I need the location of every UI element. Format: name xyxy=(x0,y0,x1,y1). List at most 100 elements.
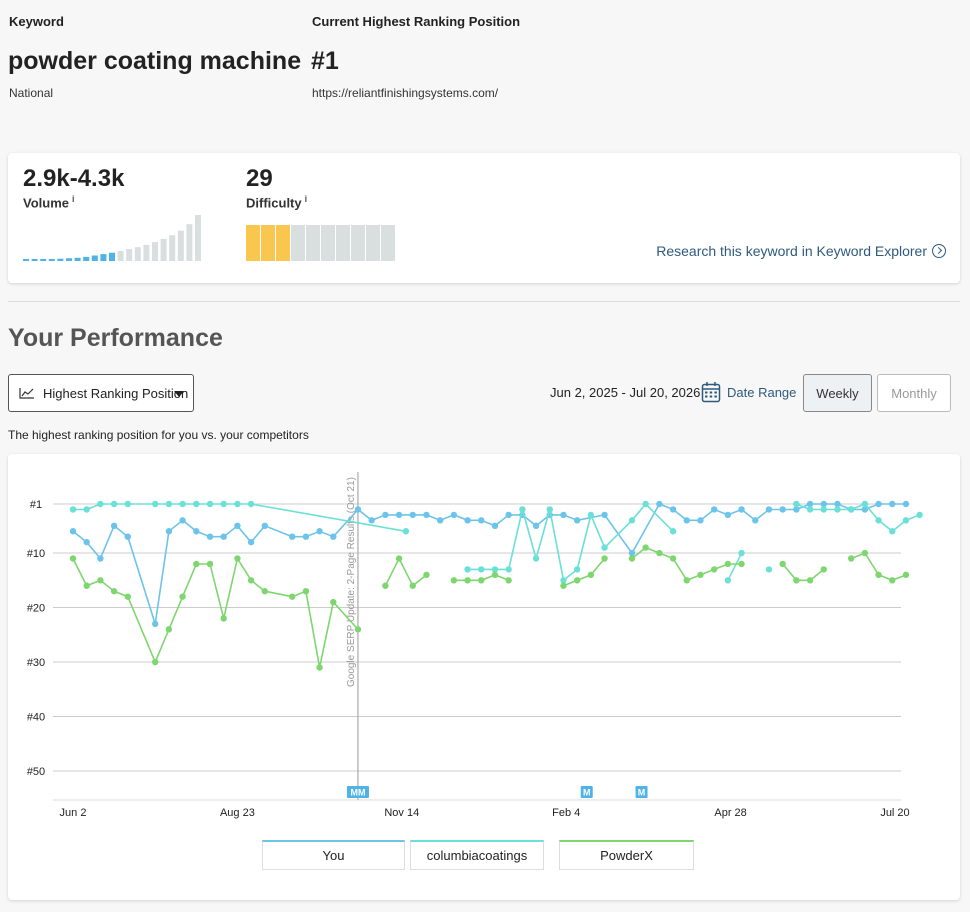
series-point-you xyxy=(601,511,608,519)
series-point-powderx xyxy=(464,577,471,584)
series-point-powderx xyxy=(656,549,663,557)
series-point-you xyxy=(628,549,636,557)
series-point-you xyxy=(220,533,227,540)
series-point-columbiacoatings xyxy=(165,500,173,508)
legend-columbiacoatings[interactable]: columbiacoatings xyxy=(410,840,544,870)
date-range-text: Jun 2, 2025 - Jul 20, 2026 xyxy=(550,385,701,400)
series-point-columbiacoatings xyxy=(601,544,608,551)
series-point-you xyxy=(409,511,416,519)
info-icon[interactable]: i xyxy=(72,194,75,204)
monthly-toggle[interactable]: Monthly xyxy=(877,374,951,412)
series-point-columbiacoatings xyxy=(234,500,241,508)
calendar-icon xyxy=(701,382,721,403)
series-point-powderx xyxy=(710,566,718,573)
series-point-you xyxy=(165,528,173,535)
info-icon[interactable]: i xyxy=(304,194,308,204)
y-tick-label: #1 xyxy=(30,499,42,511)
weekly-toggle[interactable]: Weekly xyxy=(803,374,872,412)
series-point-you xyxy=(206,533,214,540)
difficulty-segment xyxy=(336,225,350,261)
series-point-powderx xyxy=(642,544,649,551)
volume-bar xyxy=(117,250,124,261)
volume-bar xyxy=(152,242,158,261)
difficulty-value: 29 xyxy=(246,165,273,192)
volume-bar xyxy=(48,259,55,261)
series-point-powderx xyxy=(697,571,704,579)
annotation-label: Google SERP Update: 2-Page Results (Oct … xyxy=(346,477,357,687)
series-point-columbiacoatings xyxy=(861,500,869,508)
position-label: Current Highest Ranking Position xyxy=(312,14,521,29)
keyword-explorer-link[interactable]: Research this keyword in Keyword Explore… xyxy=(656,243,946,259)
volume-trend-chart xyxy=(23,215,201,261)
series-point-columbiacoatings xyxy=(573,566,581,573)
series-point-you xyxy=(573,517,581,524)
keyword-label: Keyword xyxy=(9,14,64,29)
metric-dropdown[interactable]: Highest Ranking Position xyxy=(8,374,194,412)
legend-you[interactable]: You xyxy=(262,840,405,870)
series-point-you xyxy=(436,517,444,524)
difficulty-segment xyxy=(366,225,380,261)
volume-bar xyxy=(160,238,167,261)
ranking-url[interactable]: https://reliantfinishingsystems.com/ xyxy=(312,86,499,100)
series-point-powderx xyxy=(587,571,595,579)
series-point-columbiacoatings xyxy=(152,500,159,508)
series-point-powderx xyxy=(861,549,869,557)
series-point-columbiacoatings xyxy=(505,566,512,573)
series-point-powderx xyxy=(220,615,227,622)
keyword-explorer-link-text[interactable]: Research this keyword in Keyword Explore… xyxy=(656,243,927,259)
series-point-you xyxy=(97,555,104,562)
series-point-powderx xyxy=(601,555,608,562)
series-point-you xyxy=(820,500,827,508)
series-point-powderx xyxy=(302,588,310,595)
x-tick-label: Aug 23 xyxy=(220,807,255,819)
series-point-columbiacoatings xyxy=(875,517,882,524)
difficulty-segment xyxy=(351,225,365,261)
chart-card: #1 #10 #20 #30 #40 #50 Jun 2 Aug 23 Nov 14 Feb 4 A… xyxy=(8,454,960,900)
volume-bar xyxy=(169,235,176,261)
chevron-right-circle-icon xyxy=(932,244,946,258)
series-point-columbiacoatings xyxy=(247,500,255,508)
series-point-powderx xyxy=(478,577,485,584)
series-point-you xyxy=(152,620,159,628)
series-point-you xyxy=(368,517,375,524)
series-point-you xyxy=(478,517,485,524)
series-point-columbiacoatings xyxy=(834,506,841,513)
y-tick-label: #30 xyxy=(27,657,45,669)
series-point-powderx xyxy=(505,577,512,584)
chevron-down-icon xyxy=(174,391,184,397)
x-tick-label: Apr 28 xyxy=(714,807,746,819)
series-point-columbiacoatings xyxy=(491,566,499,573)
divider xyxy=(8,301,960,302)
legend-powderx[interactable]: PowderX xyxy=(559,840,694,870)
volume-bar xyxy=(143,244,150,261)
series-point-you xyxy=(656,500,663,508)
volume-bar xyxy=(74,257,81,261)
series-point-columbiacoatings xyxy=(193,500,200,508)
series-point-you xyxy=(247,538,255,546)
dropdown-label: Highest Ranking Position xyxy=(43,385,189,401)
difficulty-segment xyxy=(381,225,395,261)
series-point-columbiacoatings xyxy=(83,506,90,513)
section-title: Your Performance xyxy=(8,324,223,352)
update-marker-label: MM xyxy=(350,788,365,798)
series-point-you xyxy=(110,522,118,529)
series-point-powderx xyxy=(628,555,636,562)
series-point-you xyxy=(491,522,499,529)
series-point-powderx xyxy=(124,593,131,600)
volume-bar xyxy=(177,230,184,261)
date-range-button[interactable]: Date Range xyxy=(701,381,796,403)
volume-bar xyxy=(57,258,64,261)
series-point-you xyxy=(423,511,430,519)
series-point-columbiacoatings xyxy=(97,500,104,508)
series-point-you xyxy=(532,522,540,529)
series-point-you xyxy=(179,517,186,524)
series-point-columbiacoatings xyxy=(642,500,649,508)
series-point-you xyxy=(505,511,512,519)
series-point-columbiacoatings xyxy=(738,549,745,557)
update-marker xyxy=(580,786,593,798)
series-point-columbiacoatings xyxy=(69,506,77,513)
series-point-you xyxy=(683,517,690,524)
series-point-you xyxy=(354,506,362,513)
series-line-powderx xyxy=(384,556,427,588)
update-marker-label: M xyxy=(638,788,646,798)
